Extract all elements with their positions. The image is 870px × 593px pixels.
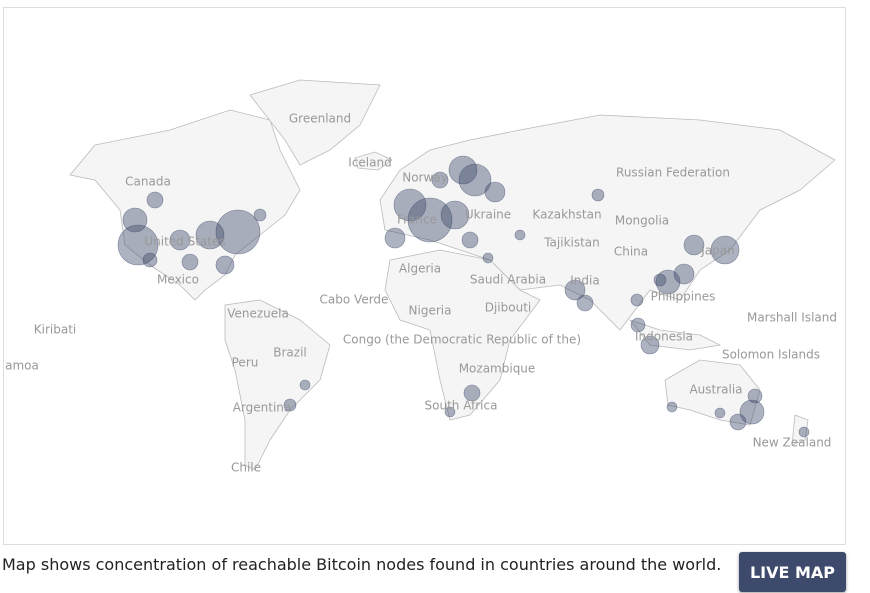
country-label: Djibouti — [485, 301, 532, 315]
country-label: Cabo Verde — [320, 293, 389, 307]
country-label: New Zealand — [753, 436, 832, 450]
map: Greenland Iceland Canada Norway Russian Fede… — [3, 7, 846, 545]
country-label: Philippines — [651, 290, 716, 304]
country-label: Canada — [125, 175, 171, 189]
country-label: Australia — [689, 383, 742, 397]
country-label: Norway — [402, 171, 448, 185]
country-label: Venezuela — [227, 307, 289, 321]
country-label: France — [397, 213, 437, 227]
node-bubbles — [117, 155, 810, 438]
country-label: Argentina — [233, 401, 292, 415]
country-labels: Greenland Iceland Canada Norway Russian Fede… — [5, 112, 837, 475]
land — [69, 79, 836, 471]
country-label: Indonesia — [635, 330, 693, 344]
country-label: India — [570, 274, 599, 288]
country-label: Iceland — [348, 156, 391, 170]
country-label: Greenland — [289, 112, 351, 126]
country-label: Solomon Islands — [722, 348, 820, 362]
country-label: Mongolia — [615, 214, 669, 228]
country-label: China — [614, 245, 648, 259]
country-label: Marshall Island — [747, 311, 837, 325]
country-label: Tajikistan — [543, 236, 600, 250]
country-label: Ukraine — [465, 208, 511, 222]
country-label: Mexico — [157, 273, 199, 287]
country-label: Algeria — [399, 262, 441, 276]
country-label: Peru — [232, 356, 259, 370]
country-label: Chile — [231, 461, 261, 475]
country-label: Kazakhstan — [532, 208, 601, 222]
country-label: Nigeria — [409, 304, 452, 318]
live-map-button[interactable]: LIVE MAP — [739, 552, 846, 592]
country-label: Japan — [700, 244, 734, 258]
country-label: Russian Federation — [616, 166, 730, 180]
country-label: Congo (the Democratic Republic of the) — [343, 333, 581, 347]
caption: Map shows concentration of reachable Bit… — [2, 555, 722, 574]
country-label: amoa — [5, 359, 39, 373]
country-label: Kiribati — [34, 323, 76, 337]
country-label: United States — [144, 235, 225, 249]
country-label: Mozambique — [459, 362, 536, 376]
country-label: Brazil — [273, 346, 307, 360]
country-label: South Africa — [425, 399, 498, 413]
country-label: Saudi Arabia — [470, 273, 546, 287]
